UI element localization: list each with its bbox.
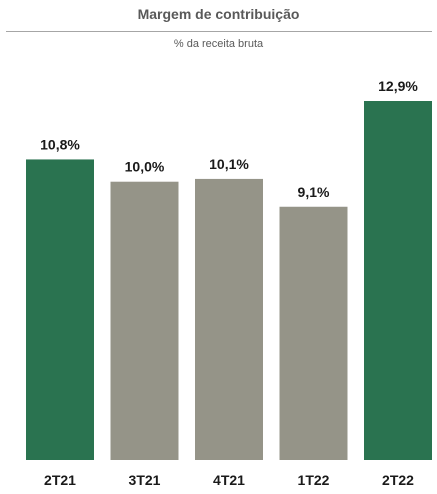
- x-tick-label-3t21: 3T21: [129, 472, 161, 488]
- chart-title: Margem de contribuição: [137, 6, 300, 22]
- bar-2t22: [364, 101, 432, 460]
- x-tick-label-2t22: 2T22: [382, 472, 414, 488]
- x-tick-label-4t21: 4T21: [213, 472, 245, 488]
- data-label-2t22: 12,9%: [378, 78, 418, 94]
- x-tick-label-1t22: 1T22: [298, 472, 330, 488]
- bar-4t21: [195, 178, 263, 460]
- chart-subtitle: % da receita bruta: [173, 38, 264, 50]
- title-divider: [6, 31, 432, 32]
- data-label-1t22: 9,1%: [298, 184, 330, 200]
- data-label-3t21: 10,0%: [125, 159, 165, 175]
- bar-3t21: [110, 181, 179, 460]
- data-label-2t21: 10,8%: [40, 136, 80, 152]
- bar-1t22: [279, 206, 348, 460]
- bar-2t21: [26, 159, 94, 460]
- data-label-4t21: 10,1%: [209, 156, 249, 172]
- x-tick-label-2t21: 2T21: [44, 472, 76, 488]
